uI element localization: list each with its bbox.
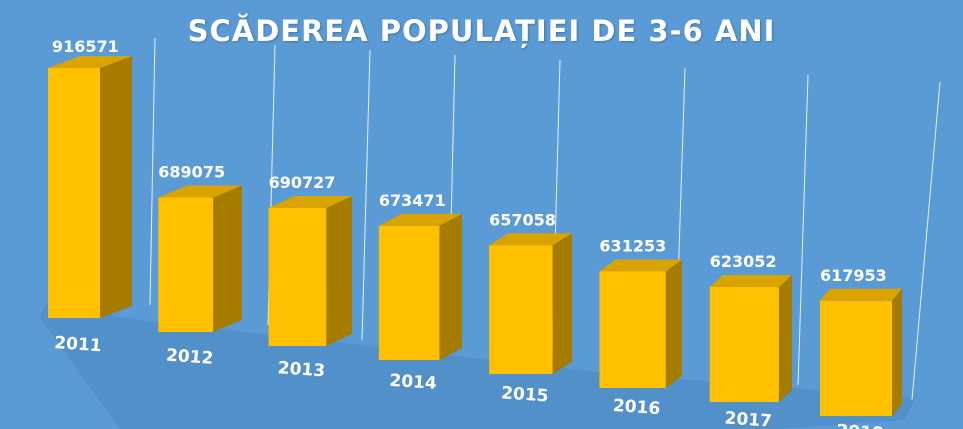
bars [48, 56, 902, 416]
x-tick-label-2011: 2011 [54, 333, 103, 356]
bar-top-2018 [820, 288, 902, 301]
value-label-2015: 657058 [489, 210, 556, 229]
bar-front-2017 [709, 287, 779, 402]
bar-2016 [599, 259, 682, 388]
bar-side-2015 [552, 233, 572, 374]
x-tick-label-2016: 2016 [612, 396, 661, 419]
bar-top-2014 [378, 213, 462, 226]
bar-2017 [709, 275, 792, 402]
bar-2015 [489, 233, 572, 374]
bar-2013 [268, 195, 352, 346]
value-labels: 916571 689075 690727 673471 657058 631253 6230… [52, 37, 887, 285]
bar-top-2015 [489, 233, 572, 246]
bar-front-2018 [820, 300, 892, 416]
chart-floor [40, 305, 915, 429]
gridline-3 [361, 49, 371, 341]
bar-side-2011 [100, 56, 132, 318]
bar-2018 [820, 288, 902, 416]
bar-front-2012 [158, 197, 214, 332]
x-tick-label-2018: 2018 [836, 421, 885, 429]
bar-2014 [378, 213, 462, 360]
x-tick-label-2014: 2014 [389, 371, 438, 394]
gridline-8 [911, 81, 941, 401]
bar-top-2011 [48, 56, 132, 68]
bar-front-2013 [268, 207, 327, 346]
floor-plane [40, 305, 915, 429]
bar-side-2013 [326, 195, 352, 346]
x-tick-label-2012: 2012 [165, 346, 214, 369]
gridline-1 [149, 37, 156, 306]
chart-title: SCĂDEREA POPULAȚIEI DE 3-6 ANI [187, 14, 776, 48]
value-label-2011: 916571 [52, 37, 119, 56]
bar-top-2017 [709, 275, 792, 288]
x-tick-label-2013: 2013 [277, 358, 326, 381]
x-tick-label-2015: 2015 [501, 383, 550, 406]
bar-front-2015 [489, 245, 553, 374]
bar-top-2016 [599, 259, 682, 272]
value-label-2018: 617953 [820, 266, 887, 285]
value-label-2013: 690727 [269, 173, 336, 192]
bar-front-2016 [599, 271, 666, 388]
bar-side-2014 [439, 213, 462, 360]
bar-top-2012 [158, 185, 242, 198]
bar-side-2018 [892, 288, 902, 416]
bar-side-2016 [665, 259, 682, 388]
value-label-2016: 631253 [599, 236, 666, 255]
value-label-2012: 689075 [158, 162, 225, 181]
value-label-2014: 673471 [379, 191, 446, 210]
bar-front-2014 [378, 225, 440, 360]
bar-side-2012 [213, 185, 242, 332]
x-tick-label-2017: 2017 [724, 408, 773, 429]
bar-front-2011 [48, 68, 100, 318]
x-axis-labels: 2011 2012 2013 2014 2015 2016 2017 2018 [54, 333, 885, 429]
bar-top-2013 [268, 195, 352, 208]
gridline-7 [797, 74, 809, 386]
bar-2012 [158, 185, 242, 332]
value-label-2017: 623052 [710, 252, 777, 271]
bar-2011 [48, 56, 132, 318]
bar-side-2017 [778, 275, 792, 402]
